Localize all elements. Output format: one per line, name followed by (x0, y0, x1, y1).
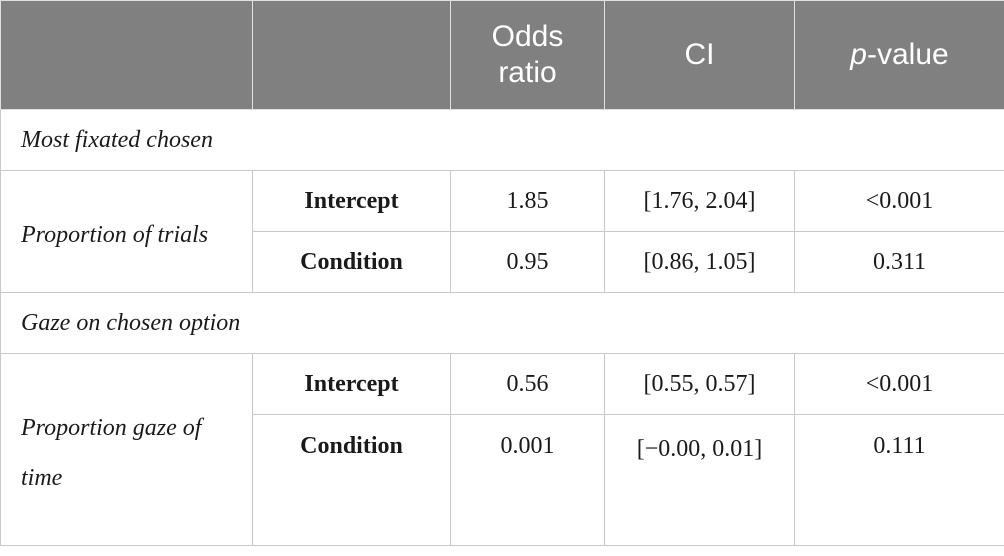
header-empty-2 (252, 0, 451, 110)
ci-cell: [−0.00, 0.01] (604, 414, 795, 546)
table-row: Condition 0.001 [−0.00, 0.01] 0.111 (1, 414, 1004, 546)
header-row: Odds ratio CI p-value (0, 0, 1004, 110)
odds-cell: 0.001 (450, 414, 605, 546)
ci-cell: [1.76, 2.04] (604, 170, 795, 232)
odds-cell: 0.95 (450, 231, 605, 293)
p-cell: <0.001 (794, 353, 1004, 415)
table-row: Proportion gaze of time Intercept 0.56 [… (0, 353, 1004, 546)
p-cell: <0.001 (794, 170, 1004, 232)
table-row: Proportion of trials Intercept 1.85 [1.7… (0, 170, 1004, 293)
header-p-italic: p (850, 38, 867, 71)
p-cell: 0.311 (794, 231, 1004, 293)
term-cell: Condition (252, 414, 451, 546)
section-row: Gaze on chosen option (0, 292, 1004, 354)
header-empty-1 (0, 0, 253, 110)
row-label: Proportion gaze of time (0, 353, 253, 546)
term-cell: Condition (252, 231, 451, 293)
ci-cell: [0.86, 1.05] (604, 231, 795, 293)
term-cell: Intercept (252, 353, 451, 415)
odds-cell: 0.56 (450, 353, 605, 415)
section-title: Most fixated chosen (0, 109, 1004, 171)
p-cell: 0.111 (794, 414, 1004, 546)
header-odds-ratio: Odds ratio (450, 0, 605, 110)
term-cell: Intercept (252, 170, 451, 232)
odds-cell: 1.85 (450, 170, 605, 232)
section-title: Gaze on chosen option (0, 292, 1004, 354)
ci-cell: [0.55, 0.57] (604, 353, 795, 415)
section-row: Most fixated chosen (0, 109, 1004, 171)
header-p-value: p-value (794, 0, 1004, 110)
header-ci: CI (604, 0, 795, 110)
row-label: Proportion of trials (0, 170, 253, 293)
header-p-rest: -value (866, 38, 949, 71)
